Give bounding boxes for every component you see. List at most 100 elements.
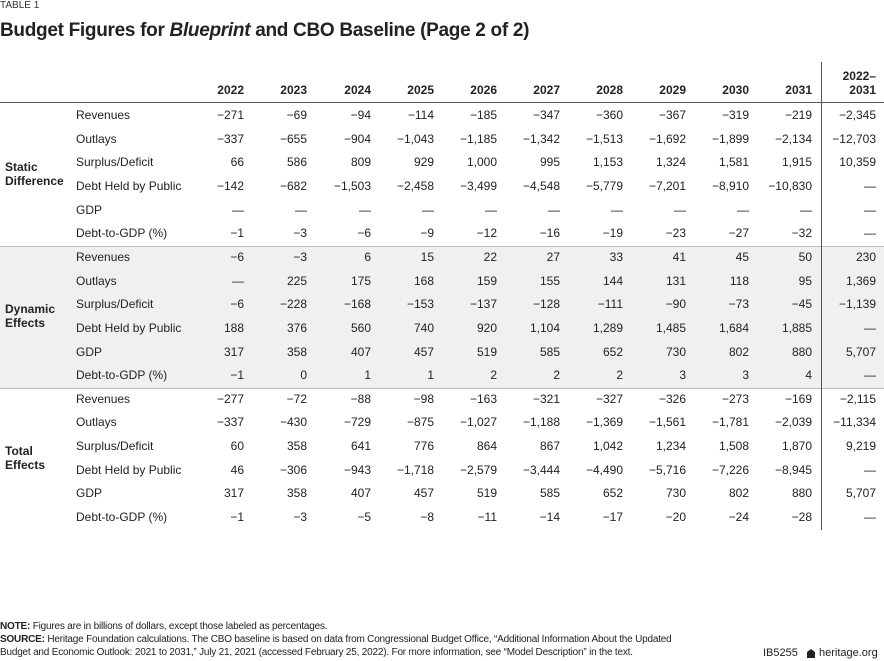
cell: −219: [784, 108, 812, 122]
cell: −277: [216, 391, 244, 406]
header-rule: [0, 102, 884, 103]
cell: −17: [602, 510, 623, 525]
note: NOTE: Figures are in billions of dollars…: [0, 620, 690, 633]
cell: —: [422, 202, 434, 217]
row-label: Outlays: [76, 415, 117, 430]
cell: −10,830: [768, 178, 812, 193]
cell: −114: [407, 108, 434, 122]
title: Budget Figures for Blueprint and CBO Bas…: [0, 20, 529, 42]
cell: 652: [602, 344, 623, 359]
cell: −430: [279, 415, 307, 430]
cell: −904: [343, 131, 371, 146]
cell: −6: [230, 249, 244, 264]
cell: −319: [721, 108, 749, 122]
cell: 1,684: [718, 320, 749, 335]
row-label: Debt Held by Public: [76, 320, 182, 335]
cell: —: [232, 273, 244, 288]
cell: 880: [791, 486, 812, 501]
total-cell: 5,707: [845, 344, 876, 359]
cell: −1,503: [333, 178, 371, 193]
cell: −3,444: [522, 462, 560, 477]
cell: −271: [216, 108, 244, 122]
row-label: GDP: [76, 202, 103, 217]
column-header: 2024: [344, 83, 371, 97]
cell: −3: [293, 249, 307, 264]
cell: —: [737, 202, 749, 217]
cell: 46: [230, 462, 244, 477]
cell: −168: [343, 297, 371, 312]
cell: −8,910: [711, 178, 749, 193]
cell: −360: [595, 108, 623, 122]
group-rule: [0, 246, 884, 247]
cell: −111: [597, 297, 623, 312]
cell: −45: [791, 297, 812, 312]
cell: —: [800, 202, 812, 217]
cell: 131: [665, 273, 686, 288]
cell: 358: [286, 486, 307, 501]
column-header: 2030: [722, 83, 749, 97]
row-label: Debt-to-GDP (%): [76, 226, 168, 241]
cell: 1: [427, 368, 434, 383]
column-header: 2031: [785, 83, 812, 97]
table-label: TABLE 1: [0, 0, 40, 11]
cell: 376: [286, 320, 307, 335]
cell: 3: [742, 368, 749, 383]
cell: −137: [469, 297, 497, 312]
cell: −23: [665, 226, 686, 241]
cell: 1,870: [781, 439, 812, 454]
row-label: Surplus/Deficit: [76, 439, 154, 454]
total-cell: —: [864, 510, 876, 525]
cell: —: [295, 202, 307, 217]
cell: −128: [532, 297, 560, 312]
cell: —: [548, 202, 560, 217]
cell: —: [674, 202, 686, 217]
cell: 2: [553, 368, 560, 383]
cell: —: [232, 202, 244, 217]
cell: 730: [665, 344, 686, 359]
cell: −28: [791, 510, 812, 525]
cell: −1,513: [585, 131, 623, 146]
row-label: Surplus/Deficit: [76, 297, 154, 312]
total-cell: 10,359: [839, 155, 876, 170]
cell: −5: [357, 510, 371, 525]
cell: −1,718: [396, 462, 434, 477]
cell: —: [359, 202, 371, 217]
cell: 1,289: [592, 320, 623, 335]
cell: 585: [539, 486, 560, 501]
cell: 3: [679, 368, 686, 383]
cell: −94: [350, 108, 371, 122]
row-label: Revenues: [76, 249, 131, 264]
cell: −337: [216, 131, 244, 146]
cell: −20: [665, 510, 686, 525]
cell: 66: [230, 155, 244, 170]
cell: −163: [469, 391, 497, 406]
cell: 118: [729, 273, 749, 288]
cell: 457: [413, 486, 434, 501]
cell: 144: [602, 273, 623, 288]
cell: −1,185: [459, 131, 497, 146]
cell: 1,508: [718, 439, 749, 454]
row-label: Debt Held by Public: [76, 178, 182, 193]
cell: −24: [728, 510, 749, 525]
cell: −1,027: [459, 415, 497, 430]
column-rule: [821, 62, 822, 530]
total-cell: —: [864, 202, 876, 217]
row-label: Outlays: [76, 273, 117, 288]
cell: 6: [364, 249, 371, 264]
cell: −367: [658, 108, 686, 122]
cell: 457: [413, 344, 434, 359]
total-cell: —: [864, 320, 876, 335]
cell: −273: [721, 391, 749, 406]
cell: −4,548: [522, 178, 560, 193]
cell: 159: [476, 273, 497, 288]
cell: −3: [293, 226, 307, 241]
cell: −9: [420, 226, 434, 241]
cell: −1: [230, 510, 244, 525]
source-text: Heritage Foundation calculations. The CB…: [0, 634, 672, 658]
cell: 560: [350, 320, 371, 335]
total-cell: 230: [855, 249, 876, 264]
source: SOURCE: Heritage Foundation calculations…: [0, 633, 690, 659]
total-cell: −11,334: [833, 415, 876, 430]
cell: 2: [490, 368, 497, 383]
cell: −228: [279, 297, 307, 312]
